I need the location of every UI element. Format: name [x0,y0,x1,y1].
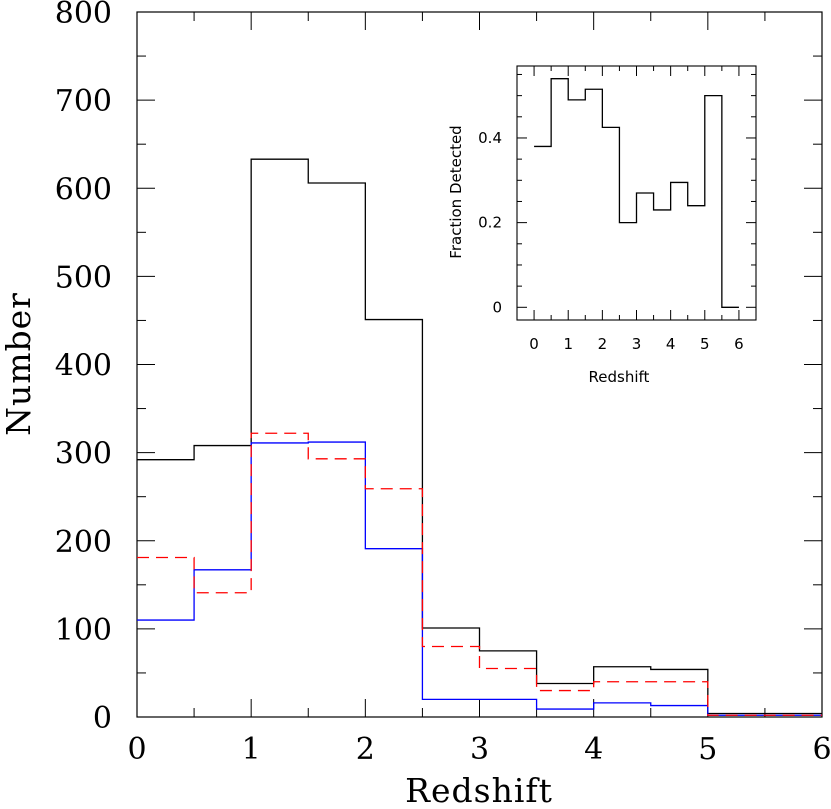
inset-x-tick-label: 1 [563,335,573,353]
inset-x-axis-title: Redshift [589,368,650,386]
inset-y-tick-label: 0 [492,298,502,316]
inset-ticks [516,66,757,320]
inset-tick-labels: 0 1 2 3 4 5 6 0 0.2 0.4 [478,129,744,353]
inset-x-tick-label: 6 [734,335,744,353]
main-ticks [136,11,823,718]
main-y-tick-label: 0 [93,701,112,736]
main-x-tick-label: 3 [470,732,489,767]
main-x-tick-label: 2 [356,732,375,767]
main-y-tick-label: 200 [55,525,112,560]
main-series-line-0 [137,158,822,715]
main-series [137,158,822,716]
main-y-tick-label: 300 [55,437,112,472]
main-y-tick-label: 400 [55,349,112,384]
inset-x-tick-label: 0 [529,335,539,353]
main-x-tick-label: 1 [242,732,261,767]
inset-y-axis-title: Fraction Detected [447,125,465,258]
inset-x-tick-label: 2 [598,335,608,353]
inset-chart: 0 1 2 3 4 5 6 0 0.2 0.4 Redshift Fraction Detecte… [447,65,757,386]
main-x-axis-title: Redshift [405,771,553,809]
main-y-tick-label: 500 [55,260,112,295]
main-x-tick-label: 5 [698,732,717,767]
main-x-tick-label: 6 [812,732,831,767]
main-y-tick-label: 700 [55,84,112,119]
main-x-tick-label: 4 [584,732,603,767]
inset-y-tick-label: 0.4 [478,129,502,147]
main-series-line-1 [137,441,822,716]
inset-x-tick-label: 3 [632,335,642,353]
main-y-tick-label: 800 [55,0,112,31]
inset-x-tick-label: 4 [666,335,676,353]
inset-x-tick-label: 5 [700,335,710,353]
main-x-tick-label: 0 [127,732,146,767]
inset-series [534,78,739,308]
main-y-axis-title: Number [0,292,38,436]
main-y-tick-label: 100 [55,613,112,648]
main-series-line-2 [137,432,822,716]
main-y-tick-label: 600 [55,172,112,207]
inset-y-tick-label: 0.2 [478,214,502,232]
inset-series-line-0 [534,78,739,308]
